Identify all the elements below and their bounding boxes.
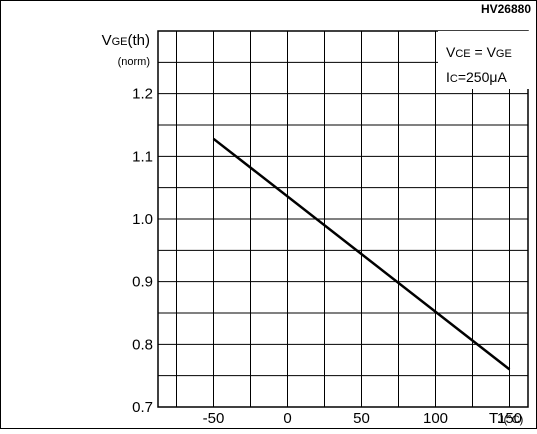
x-tick-label: -50: [203, 410, 225, 427]
y-tick-label: 1.2: [132, 86, 153, 103]
cond1-a: V: [446, 44, 456, 60]
x-label-main: T: [489, 410, 498, 427]
x-tick-label: 0: [283, 410, 291, 427]
y-tick-label: 1.0: [132, 211, 153, 228]
svg-text:VGE(th): VGE(th): [102, 32, 150, 49]
cond1-a-sub: CE: [455, 48, 470, 60]
cond2-rest: =250μA: [458, 69, 508, 85]
conditions-annotation: VCE = VGE IC=250μA: [438, 31, 529, 89]
y-tick-label: 0.9: [132, 274, 153, 291]
x-tick-label: 50: [353, 410, 370, 427]
y-tick-label: 1.1: [132, 148, 153, 165]
series-line-vge-th: [212, 137, 511, 371]
tick-labels: -50 0 50 100 150 0.7 0.8 0.9 1.0 1.1 1.2: [132, 86, 522, 427]
y-label-sub: GE: [112, 36, 128, 48]
y-label-rest: (th): [128, 32, 151, 49]
y-axis-label: VGE(th) (norm): [102, 32, 150, 68]
cond2-a-sub: C: [450, 73, 458, 85]
x-label-rest: (°C): [504, 414, 524, 426]
cond1-b-sub: GE: [496, 48, 512, 60]
y-label-unit: (norm): [118, 56, 150, 68]
x-tick-label: 100: [423, 410, 448, 427]
x-label-sub: J: [498, 414, 504, 426]
x-axis-label: TJ(°C): [489, 410, 523, 427]
x-tick-label: 150: [497, 410, 522, 427]
cond1-eq: = V: [471, 44, 497, 60]
svg-text:TJ(°C): TJ(°C): [489, 410, 523, 427]
y-tick-label: 0.8: [132, 336, 153, 353]
series-layer: [212, 137, 511, 371]
plot-border: [157, 30, 529, 408]
cond2-a: I: [446, 69, 450, 85]
y-tick-label: 0.7: [132, 399, 153, 416]
grid-lines: [158, 31, 528, 407]
figure-id: HV26880: [481, 2, 531, 16]
svg-text:IC=250μA: IC=250μA: [446, 69, 507, 85]
conditions-box: [438, 31, 529, 89]
svg-text:VCE = VGE: VCE = VGE: [446, 44, 512, 60]
y-label-main: V: [102, 32, 112, 49]
